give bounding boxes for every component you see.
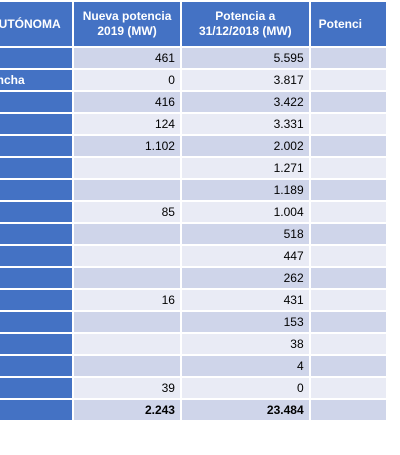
row-potencia-2018-cell: 4: [181, 356, 309, 376]
row-nueva-potencia-cell: [74, 180, 180, 200]
row-name-cell: [0, 334, 73, 354]
row-name-cell: [0, 158, 73, 178]
row-potencia-2018-cell: 3.422: [181, 92, 309, 112]
row-potencia-2018-cell: 262: [181, 268, 309, 288]
row-name-cell: [0, 202, 73, 222]
table-body: n4615.595ancha03.8174163.4221243.3311.10…: [0, 48, 386, 420]
row-nueva-potencia-cell: [74, 334, 180, 354]
row-name-cell: [0, 312, 73, 332]
row-potencia-2018-cell: 1.271: [181, 158, 309, 178]
row-potencia-2018-cell: 518: [181, 224, 309, 244]
row-potencia-cut-cell: [310, 224, 386, 244]
table-row: 4: [0, 356, 386, 376]
row-name-cell: n: [0, 48, 73, 68]
row-potencia-2018-cell: 5.595: [181, 48, 309, 68]
table-row: 1.102 2.002: [0, 136, 386, 156]
row-nueva-potencia-cell: [74, 268, 180, 288]
table-row: n4615.595: [0, 48, 386, 68]
row-name-cell: [0, 224, 73, 244]
row-potencia-cut-cell: [310, 356, 386, 376]
row-nueva-potencia-cell: [74, 312, 180, 332]
total-row: 2.243 23.484: [0, 400, 386, 420]
row-nueva-potencia-cell: 0: [74, 70, 180, 90]
row-potencia-cut-cell: [310, 290, 386, 310]
row-name-cell: [0, 136, 73, 156]
row-name-cell: [0, 268, 73, 288]
header-potencia-31-12-2018: Potencia a 31/12/2018 (MW): [181, 2, 309, 46]
table-row: n390: [0, 378, 386, 398]
row-nueva-potencia-cell: 85: [74, 202, 180, 222]
row-potencia-2018-cell: 447: [181, 246, 309, 266]
row-potencia-cut-cell: [310, 158, 386, 178]
row-name-cell: a: [0, 180, 73, 200]
total-potencia-cut-cell: [310, 400, 386, 420]
row-nueva-potencia-cell: [74, 224, 180, 244]
row-potencia-2018-cell: 38: [181, 334, 309, 354]
row-potencia-cut-cell: [310, 334, 386, 354]
total-name-cell: [0, 400, 73, 420]
table-row: 38: [0, 334, 386, 354]
table-row: 518: [0, 224, 386, 244]
row-potencia-cut-cell: [310, 246, 386, 266]
table-row: 262: [0, 268, 386, 288]
row-nueva-potencia-cell: 461: [74, 48, 180, 68]
row-potencia-cut-cell: [310, 136, 386, 156]
table-row: 16 431: [0, 290, 386, 310]
header-nueva-potencia-2019: Nueva potencia 2019 (MW): [74, 2, 180, 46]
row-nueva-potencia-cell: [74, 356, 180, 376]
row-name-cell: [0, 92, 73, 112]
row-name-cell: [0, 290, 73, 310]
row-potencia-2018-cell: 153: [181, 312, 309, 332]
total-nueva-potencia-cell: 2.243: [74, 400, 180, 420]
row-name-cell: [0, 114, 73, 134]
row-nueva-potencia-cell: 124: [74, 114, 180, 134]
row-potencia-cut-cell: [310, 378, 386, 398]
row-potencia-2018-cell: 0: [181, 378, 309, 398]
header-comunidad-autonoma: AUTÓNOMA: [0, 2, 73, 46]
row-nueva-potencia-cell: 416: [74, 92, 180, 112]
row-potencia-2018-cell: 1.004: [181, 202, 309, 222]
table-row: 416 3.422: [0, 92, 386, 112]
row-potencia-cut-cell: [310, 268, 386, 288]
row-potencia-cut-cell: [310, 114, 386, 134]
row-name-cell: ancha: [0, 70, 73, 90]
row-potencia-2018-cell: 3.817: [181, 70, 309, 90]
table-row: a 1.189: [0, 180, 386, 200]
header-potencia-cut: Potenci: [310, 2, 386, 46]
row-potencia-cut-cell: [310, 312, 386, 332]
row-potencia-2018-cell: 431: [181, 290, 309, 310]
header-row: AUTÓNOMA Nueva potencia 2019 (MW) Potenc…: [0, 2, 386, 46]
table-row: 1.271: [0, 158, 386, 178]
total-potencia-2018-cell: 23.484: [181, 400, 309, 420]
row-name-cell: n: [0, 378, 73, 398]
row-potencia-cut-cell: [310, 48, 386, 68]
table-row: 447: [0, 246, 386, 266]
table-row: 124 3.331: [0, 114, 386, 134]
row-potencia-2018-cell: 1.189: [181, 180, 309, 200]
row-nueva-potencia-cell: 1.102: [74, 136, 180, 156]
row-nueva-potencia-cell: [74, 158, 180, 178]
wind-power-table: AUTÓNOMA Nueva potencia 2019 (MW) Potenc…: [0, 2, 386, 420]
row-name-cell: [0, 246, 73, 266]
row-potencia-2018-cell: 3.331: [181, 114, 309, 134]
row-name-cell: [0, 356, 73, 376]
row-nueva-potencia-cell: 39: [74, 378, 180, 398]
table-row: 153: [0, 312, 386, 332]
table-row: 85 1.004: [0, 202, 386, 222]
row-potencia-cut-cell: [310, 180, 386, 200]
row-potencia-cut-cell: [310, 92, 386, 112]
row-potencia-cut-cell: [310, 202, 386, 222]
row-nueva-potencia-cell: 16: [74, 290, 180, 310]
row-nueva-potencia-cell: [74, 246, 180, 266]
row-potencia-cut-cell: [310, 70, 386, 90]
table-row: ancha03.817: [0, 70, 386, 90]
row-potencia-2018-cell: 2.002: [181, 136, 309, 156]
